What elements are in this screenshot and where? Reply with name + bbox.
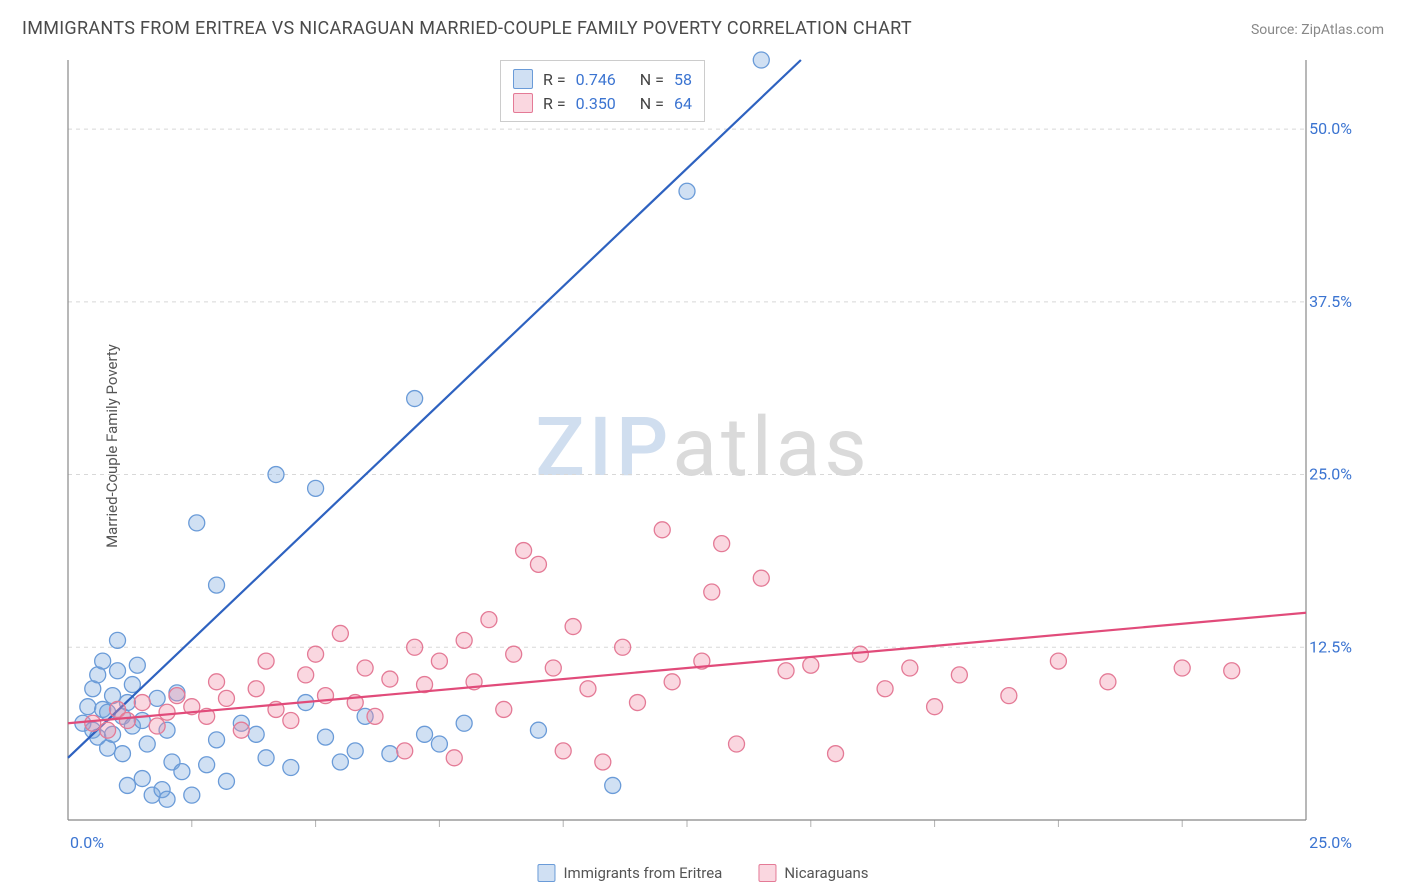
svg-text:37.5%: 37.5% xyxy=(1309,292,1352,311)
n-label: N = xyxy=(640,70,664,89)
legend-row-series1: R = 0.746 N = 58 xyxy=(513,67,692,91)
legend-item-series2: Nicaraguans xyxy=(758,864,868,882)
legend-swatch-icon xyxy=(513,93,533,113)
n-value-2: 64 xyxy=(674,94,692,113)
legend-row-series2: R = 0.350 N = 64 xyxy=(513,91,692,115)
header: IMMIGRANTS FROM ERITREA VS NICARAGUAN MA… xyxy=(22,18,1384,39)
legend-item-series1: Immigrants from Eritrea xyxy=(537,864,722,882)
r-value-1: 0.746 xyxy=(576,70,616,89)
svg-text:50.0%: 50.0% xyxy=(1309,119,1352,138)
r-label: R = xyxy=(543,70,566,89)
legend-swatch-icon xyxy=(537,864,555,882)
series-legend: Immigrants from Eritrea Nicaraguans xyxy=(537,864,868,882)
correlation-legend: R = 0.746 N = 58 R = 0.350 N = 64 xyxy=(500,60,705,122)
legend-swatch-icon xyxy=(758,864,776,882)
source-label: Source: ZipAtlas.com xyxy=(1251,22,1384,38)
chart-title: IMMIGRANTS FROM ERITREA VS NICARAGUAN MA… xyxy=(22,18,912,39)
n-value-1: 58 xyxy=(674,70,692,89)
legend-label-1: Immigrants from Eritrea xyxy=(563,864,722,882)
svg-text:25.0%: 25.0% xyxy=(1309,465,1352,484)
n-label: N = xyxy=(640,94,664,113)
scatter-chart: 12.5% 25.0% 37.5% 50.0% 0.0% 25.0% xyxy=(20,50,1386,880)
svg-text:0.0%: 0.0% xyxy=(70,833,104,852)
r-label: R = xyxy=(543,94,566,113)
svg-text:12.5%: 12.5% xyxy=(1309,637,1352,656)
svg-text:25.0%: 25.0% xyxy=(1309,833,1352,852)
legend-label-2: Nicaraguans xyxy=(784,864,868,882)
r-value-2: 0.350 xyxy=(576,94,616,113)
legend-swatch-icon xyxy=(513,69,533,89)
